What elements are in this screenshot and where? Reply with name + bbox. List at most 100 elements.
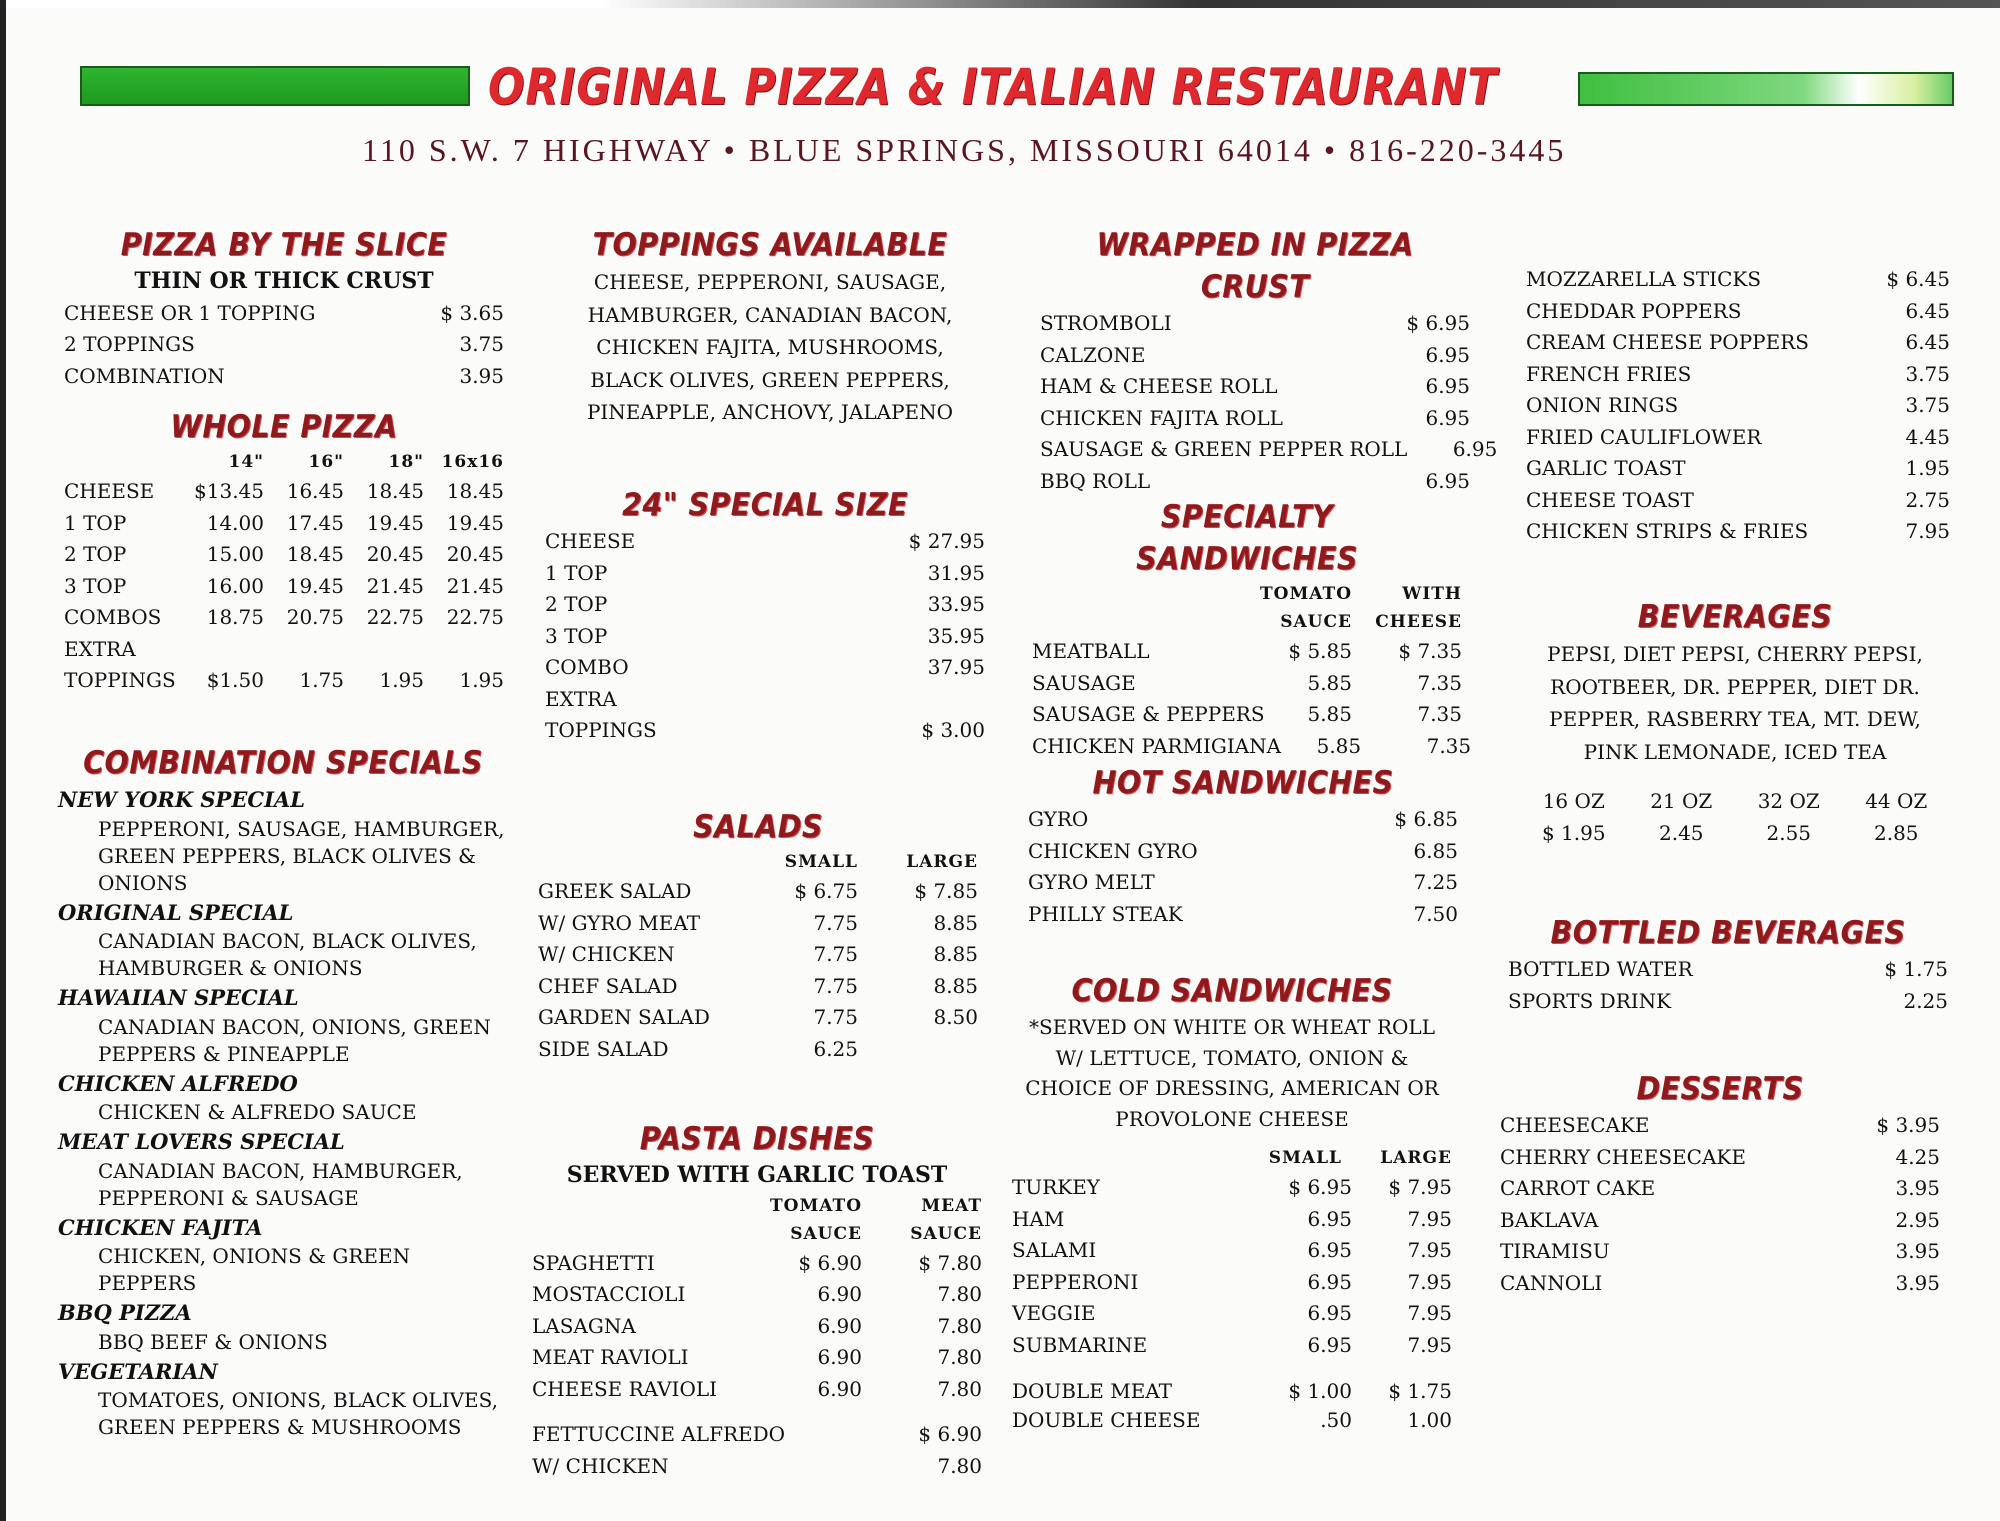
menu-row: CHICKEN PARMIGIANA 5.85 7.35 xyxy=(1032,731,1471,763)
menu-row: EXTRA xyxy=(64,634,504,666)
section-24-special: 24" SPECIAL SIZE CHEESE $ 27.95 1 TOP 31.95… xyxy=(545,484,985,747)
menu-row: CHEDDAR POPPERS 6.45 xyxy=(1526,296,1950,328)
item-price: 20.75 xyxy=(286,605,344,629)
item-name: CHERRY CHEESECAKE xyxy=(1500,1144,1746,1169)
item-name: GARDEN SALAD xyxy=(538,1005,710,1029)
photo-edge xyxy=(0,0,2000,8)
item-price: SAUCE xyxy=(910,1223,982,1244)
item-price: 4.45 xyxy=(1905,424,1950,449)
menu-row: FRIED CAULIFLOWER 4.45 xyxy=(1526,422,1950,454)
section-pasta: PASTA DISHES SERVED WITH GARLIC TOAST TO… xyxy=(532,1118,982,1482)
item-price: 16" xyxy=(308,452,344,472)
combo-name: HAWAIIAN SPECIAL xyxy=(58,985,299,1010)
item-price: $ 3.00 xyxy=(921,718,985,742)
combo-name: VEGETARIAN xyxy=(58,1358,218,1384)
item-price: $ 6.45 xyxy=(1886,267,1950,291)
section-salads: SALADS SMALL LARGE GREEK SALAD $ 6.75 $ 7.8… xyxy=(538,806,978,1065)
menu-row: SAUSAGE & PEPPERS 5.85 7.35 xyxy=(1032,699,1462,731)
item-price: 14.00 xyxy=(206,510,264,535)
item-price: 33.95 xyxy=(927,592,985,616)
item-name: BAKLAVA xyxy=(1500,1207,1599,1232)
combo-name: ORIGINAL SPECIAL xyxy=(58,899,294,925)
item-price: $ 6.95 xyxy=(1288,1175,1352,1199)
item-price: 6.90 xyxy=(817,1376,862,1401)
item-name: EXTRA xyxy=(64,636,136,661)
item-name: CARROT CAKE xyxy=(1500,1176,1656,1200)
item-name: 1 TOP xyxy=(64,510,127,535)
combo-name: CHICKEN FAJITA xyxy=(58,1214,263,1240)
menu-row: $ 1.95 2.45 2.55 2.85 xyxy=(1520,818,1950,850)
combo-name: NEW YORK SPECIAL xyxy=(58,787,305,812)
item-name: 2 TOPPINGS xyxy=(64,332,195,356)
menu-row: BAKLAVA 2.95 xyxy=(1500,1205,1940,1237)
item-price: $ 6.75 xyxy=(794,879,858,903)
item-price: 16.45 xyxy=(286,479,344,503)
item-name: CHEESE RAVIOLI xyxy=(532,1376,718,1401)
item-name: CHICKEN FAJITA ROLL xyxy=(1040,405,1283,430)
menu-row: SIDE SALAD 6.25 xyxy=(538,1034,978,1066)
item-name: CREAM CHEESE POPPERS xyxy=(1526,330,1809,354)
menu-row: 1 TOP 14.00 17.45 19.45 19.45 xyxy=(64,508,504,540)
item-price: 2.95 xyxy=(1895,1207,1940,1232)
item-name: CALZONE xyxy=(1040,342,1146,367)
menu-row: 3 TOP 16.00 19.45 21.45 21.45 xyxy=(64,571,504,603)
item-price: 6.45 xyxy=(1905,330,1950,354)
toppings-text: CHEESE, PEPPERONI, SAUSAGE, HAMBURGER, C… xyxy=(586,270,954,424)
item-list: GYRO $ 6.85 CHICKEN GYRO 6.85 GYRO MELT 7.25 P… xyxy=(1028,804,1458,930)
menu-row: COMBOS 18.75 20.75 22.75 22.75 xyxy=(64,602,504,634)
item-price: 6.90 xyxy=(817,1345,862,1369)
item-price: 2.75 xyxy=(1905,487,1950,512)
item-list: TURKEY $ 6.95 $ 7.95 HAM 6.95 7.95 SALAMI 6.95 7… xyxy=(1012,1172,1452,1361)
section-heading: PIZZA BY THE SLICE xyxy=(120,227,448,263)
item-list: GREEK SALAD $ 6.75 $ 7.85 W/ GYRO MEAT 7.75 8… xyxy=(538,876,978,1065)
item-price: 18.45 xyxy=(286,542,344,566)
menu-row: W/ CHICKEN 7.75 8.85 xyxy=(538,939,978,971)
column-headers: SMALL LARGE xyxy=(538,848,978,876)
item-price: CHEESE xyxy=(1375,612,1462,632)
menu-row: LASAGNA 6.90 7.80 xyxy=(532,1311,982,1343)
item-name: SUBMARINE xyxy=(1012,1332,1148,1357)
section-heading: BOTTLED BEVERAGES xyxy=(1550,915,1906,951)
item-price: 20.45 xyxy=(366,542,424,566)
item-price: 21 OZ xyxy=(1650,789,1713,813)
item-price: 5.85 xyxy=(1307,670,1352,695)
item-price: $ 3.95 xyxy=(1876,1113,1940,1137)
item-price: 18.75 xyxy=(206,605,264,629)
item-price: $ 1.75 xyxy=(1884,957,1948,981)
item-name: VEGGIE xyxy=(1012,1301,1096,1325)
item-name: CHEF SALAD xyxy=(538,973,678,998)
combo-name: CHICKEN ALFREDO xyxy=(58,1070,298,1096)
menu-row: SPAGHETTI $ 6.90 $ 7.80 xyxy=(532,1248,982,1280)
menu-row: SMALL LARGE xyxy=(538,848,978,876)
item-price: WITH xyxy=(1402,584,1462,604)
item-name: CHEESE xyxy=(545,529,636,553)
menu-row: VEGGIE 6.95 7.95 xyxy=(1012,1298,1452,1330)
item-price: 1.95 xyxy=(379,668,424,692)
item-price: 6.95 xyxy=(1307,1332,1352,1357)
combo-description: CANADIAN BACON, HAMBURGER, PEPPERONI & S… xyxy=(98,1158,463,1210)
menu-row: ONION RINGS 3.75 xyxy=(1526,390,1950,422)
beverages-text: PEPSI, DIET PEPSI, CHERRY PEPSI, ROOTBEE… xyxy=(1547,642,1923,764)
item-name: SALAMI xyxy=(1012,1238,1097,1262)
menu-row: CHEESECAKE $ 3.95 xyxy=(1500,1110,1940,1142)
item-price: 8.85 xyxy=(933,973,978,998)
item-list: CHEESECAKE $ 3.95 CHERRY CHEESECAKE 4.25 CAR… xyxy=(1500,1110,1940,1299)
item-price: 19.45 xyxy=(446,510,504,535)
item-price: 7.35 xyxy=(1417,670,1462,695)
item-price: 7.75 xyxy=(813,973,858,998)
item-price xyxy=(858,1034,978,1066)
item-name: CHICKEN STRIPS & FRIES xyxy=(1526,519,1809,543)
menu-row: HAM & CHEESE ROLL 6.95 xyxy=(1040,371,1470,403)
item-price: 6.90 xyxy=(817,1282,862,1306)
item-price: $ 7.95 xyxy=(1388,1175,1452,1199)
menu-row: SUBMARINE 6.95 7.95 xyxy=(1012,1330,1452,1362)
combo-description: CHICKEN & ALFREDO SAUCE xyxy=(98,1100,417,1124)
item-name: CHICKEN PARMIGIANA xyxy=(1032,733,1282,758)
menu-row: SAUSAGE 5.85 7.35 xyxy=(1032,668,1462,700)
item-price: 8.85 xyxy=(933,942,978,966)
menu-row: GYRO MELT 7.25 xyxy=(1028,867,1458,899)
item-name: HAM & CHEESE ROLL xyxy=(1040,374,1278,398)
item-price: 7.80 xyxy=(937,1282,982,1306)
item-price: 16.00 xyxy=(206,573,264,598)
item-name: W/ GYRO MEAT xyxy=(538,910,701,935)
